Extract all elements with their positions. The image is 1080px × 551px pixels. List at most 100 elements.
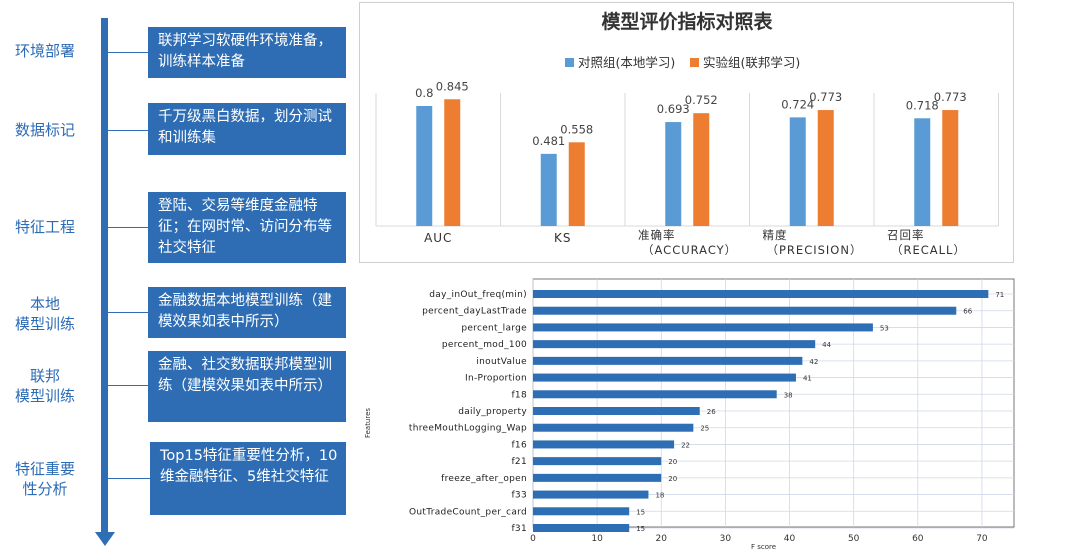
bar xyxy=(533,340,816,349)
legend-label: 对照组(本地学习) xyxy=(578,55,675,70)
bar-value-label: 44 xyxy=(822,341,831,349)
bar-value-label: 53 xyxy=(880,324,889,332)
bar xyxy=(533,457,662,466)
y-tick-label: day_inOut_freq(min) xyxy=(429,290,527,300)
x-tick-label: 10 xyxy=(591,534,603,544)
bar-value-label: 0.558 xyxy=(560,122,593,136)
category-label: KS xyxy=(554,231,572,245)
y-axis-label: Features xyxy=(364,408,372,438)
bar xyxy=(533,473,662,482)
feature-importance-chart: 0 10 20 30 40 50 60 70 71 day_inOut_freq(min) 66 pe… xyxy=(362,274,1024,549)
bar xyxy=(416,106,433,226)
bar-value-label: 38 xyxy=(784,391,793,399)
category-label: 准确率（ACCURACY） xyxy=(638,228,737,257)
y-tick-label: percent_mod_100 xyxy=(442,340,527,350)
bar xyxy=(817,110,834,226)
bar-value-label: 20 xyxy=(668,475,677,483)
category-label: AUC xyxy=(424,231,452,245)
x-tick-label: 20 xyxy=(656,534,668,544)
y-tick-label: threeMouthLogging_Wap xyxy=(409,424,527,434)
bar-value-label: 22 xyxy=(681,441,690,449)
bar-value-label: 0.773 xyxy=(809,90,842,104)
x-tick-label: 40 xyxy=(784,534,796,544)
x-tick-label: 50 xyxy=(848,534,860,544)
bar xyxy=(942,110,959,226)
bar-value-label: 20 xyxy=(668,458,677,466)
y-tick-label: f21 xyxy=(511,457,527,467)
y-tick-label: f31 xyxy=(511,524,527,534)
metrics-chart: 模型评价指标对照表对照组(本地学习) 实验组(联邦学习) 0.8 0.845 AUC 0.… xyxy=(359,2,1014,263)
bar-value-label: 71 xyxy=(995,291,1004,299)
step-label-feature: 特征工程 xyxy=(14,218,75,236)
legend-swatch xyxy=(690,58,699,67)
bar-value-label: 18 xyxy=(655,492,664,500)
x-tick-label: 0 xyxy=(530,534,536,544)
legend-label: 实验组(联邦学习) xyxy=(703,55,800,70)
bar xyxy=(789,117,806,226)
bar xyxy=(533,507,630,516)
bar xyxy=(533,423,694,432)
bar xyxy=(568,142,585,226)
y-tick-label: OutTradeCount_per_card xyxy=(409,507,527,517)
connector xyxy=(108,227,148,228)
step-label-federated: 联邦 模型训练 xyxy=(14,367,75,405)
y-tick-label: f18 xyxy=(511,390,527,400)
bar xyxy=(533,440,675,449)
step-label-env: 环境部署 xyxy=(14,42,75,60)
bar xyxy=(533,290,989,298)
bar-value-label: 0.845 xyxy=(436,79,469,93)
y-tick-label: f16 xyxy=(511,440,527,450)
bar xyxy=(533,390,777,399)
bar xyxy=(533,356,803,365)
connector xyxy=(108,385,148,386)
x-tick-label: 70 xyxy=(976,534,988,544)
bar-value-label: 42 xyxy=(809,358,818,366)
bar-value-label: 0.724 xyxy=(781,97,814,111)
step-box-federated: 金融、社交数据联邦模型训练（建模效果如表中所示） xyxy=(148,351,346,422)
bar xyxy=(533,306,957,315)
step-box-local: 金融数据本地模型训练（建模效果如表中所示） xyxy=(148,287,346,338)
chart-title: 模型评价指标对照表 xyxy=(601,10,773,33)
connector xyxy=(108,52,148,53)
bar xyxy=(914,118,931,226)
y-tick-label: percent_dayLastTrade xyxy=(422,307,527,317)
bar-value-label: 41 xyxy=(803,375,812,383)
flow-arrow-head xyxy=(95,532,115,546)
step-box-importance: Top15特征重要性分析，10维金融特征、5维社交特征 xyxy=(150,442,346,515)
bar-value-label: 0.8 xyxy=(415,86,433,100)
category-label: 召回率（RECALL） xyxy=(887,228,966,257)
bar-value-label: 15 xyxy=(636,525,645,533)
x-tick-label: 30 xyxy=(720,534,732,544)
bar-value-label: 25 xyxy=(700,425,709,433)
category-label: 精度（PRECISION） xyxy=(763,228,863,257)
bar xyxy=(533,490,649,499)
y-tick-label: inoutValue xyxy=(476,357,527,367)
y-tick-label: freeze_after_open xyxy=(441,474,527,484)
bar-value-label: 0.718 xyxy=(906,98,939,112)
connector xyxy=(108,478,150,479)
bar-value-label: 66 xyxy=(963,308,972,316)
bar-value-label: 0.773 xyxy=(934,90,967,104)
y-tick-label: daily_property xyxy=(458,407,527,417)
x-axis-label: F score xyxy=(751,543,776,549)
y-tick-label: percent_large xyxy=(461,323,527,333)
bar xyxy=(665,122,682,226)
step-box-label: 千万级黑白数据，划分测试和训练集 xyxy=(148,103,346,155)
bar xyxy=(533,407,700,415)
step-box-feature: 登陆、交易等维度金融特征；在网时常、访问分布等社交特征 xyxy=(148,192,346,263)
step-label-label: 数据标记 xyxy=(14,121,75,139)
connector xyxy=(108,312,148,313)
y-tick-label: f33 xyxy=(511,491,527,501)
step-label-importance: 特征重要 性分析 xyxy=(14,460,75,498)
bar xyxy=(444,99,461,226)
x-tick-label: 60 xyxy=(912,534,924,544)
bar xyxy=(540,153,557,226)
plot-frame xyxy=(532,278,1015,528)
step-label-local: 本地 模型训练 xyxy=(14,295,75,333)
bar xyxy=(533,373,796,382)
y-tick-label: In-Proportion xyxy=(465,374,527,384)
feature-importance-svg: 0 10 20 30 40 50 60 70 71 day_inOut_freq(min) 66 pe… xyxy=(364,278,1015,549)
bar-value-label: 0.481 xyxy=(532,134,565,148)
